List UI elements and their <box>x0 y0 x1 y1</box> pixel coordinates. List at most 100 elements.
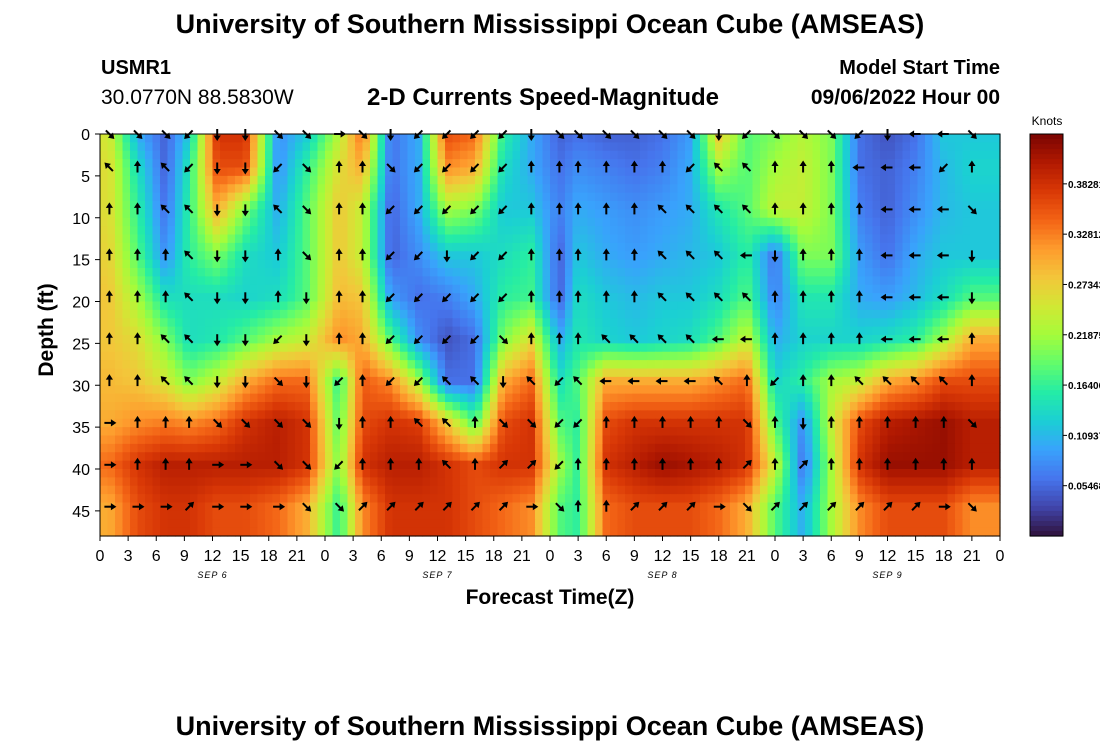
heatmap-cell <box>805 376 814 386</box>
heatmap-cell <box>970 209 979 219</box>
heatmap-cell <box>490 251 499 261</box>
heatmap-cell <box>227 284 236 294</box>
heatmap-cell <box>242 309 251 319</box>
heatmap-cell <box>347 192 356 202</box>
heatmap-cell <box>100 326 109 336</box>
heatmap-cell <box>295 393 304 403</box>
heatmap-cell <box>535 276 544 286</box>
heatmap-cell <box>842 393 851 403</box>
heatmap-cell <box>647 192 656 202</box>
heatmap-cell <box>422 309 431 319</box>
heatmap-cell <box>445 376 454 386</box>
heatmap-cell <box>857 385 866 395</box>
heatmap-cell <box>340 301 349 311</box>
heatmap-cell <box>295 167 304 177</box>
heatmap-cell <box>130 351 139 361</box>
heatmap-cell <box>580 234 589 244</box>
heatmap-cell <box>422 360 431 370</box>
heatmap-cell <box>182 393 191 403</box>
heatmap-cell <box>220 242 229 252</box>
heatmap-cell <box>250 351 259 361</box>
heatmap-cell <box>310 293 319 303</box>
heatmap-cell <box>902 452 911 462</box>
heatmap-cell <box>940 159 949 169</box>
heatmap-cell <box>422 418 431 428</box>
heatmap-cell <box>707 201 716 210</box>
heatmap-cell <box>670 192 679 202</box>
heatmap-cell <box>625 284 634 294</box>
heatmap-cell <box>962 134 971 143</box>
heatmap-cell <box>542 318 551 328</box>
heatmap-cell <box>955 284 964 294</box>
heatmap-cell <box>460 309 469 319</box>
heatmap-cell <box>115 167 124 177</box>
heatmap-cell <box>632 184 641 194</box>
heatmap-cell <box>272 259 281 269</box>
heatmap-cell <box>925 150 934 160</box>
heatmap-cell <box>985 134 994 143</box>
heatmap-cell <box>812 469 821 478</box>
heatmap-cell <box>775 385 784 395</box>
heatmap-cell <box>737 159 746 169</box>
heatmap-cell <box>647 209 656 219</box>
heatmap-cell <box>700 259 709 269</box>
heatmap-cell <box>520 150 529 160</box>
heatmap-cell <box>490 326 499 336</box>
heatmap-cell <box>415 142 424 152</box>
heatmap-cell <box>332 175 341 185</box>
heatmap-cell <box>512 410 521 420</box>
heatmap-cell <box>940 410 949 420</box>
heatmap-cell <box>182 259 191 269</box>
heatmap-cell <box>100 309 109 319</box>
heatmap-cell <box>887 460 896 470</box>
heatmap-cell <box>955 343 964 353</box>
heatmap-cell <box>265 276 274 286</box>
heatmap-cell <box>482 201 491 210</box>
heatmap-cell <box>977 268 986 277</box>
heatmap-cell <box>130 175 139 185</box>
heatmap-cell <box>130 284 139 294</box>
heatmap-cell <box>137 284 146 294</box>
heatmap-cell <box>745 427 754 437</box>
heatmap-cell <box>692 167 701 177</box>
heatmap-cell <box>385 209 394 219</box>
heatmap-cell <box>647 268 656 277</box>
heatmap-cell <box>400 234 409 244</box>
heatmap-cell <box>347 368 356 378</box>
heatmap-cell <box>557 469 566 478</box>
heatmap-cell <box>370 376 379 386</box>
heatmap-cell <box>850 251 859 261</box>
heatmap-cell <box>985 335 994 344</box>
heatmap-cell <box>827 410 836 420</box>
heatmap-cell <box>392 335 401 344</box>
heatmap-cell <box>782 393 791 403</box>
heatmap-cell <box>325 368 334 378</box>
heatmap-cell <box>175 393 184 403</box>
heatmap-cell <box>520 301 529 311</box>
heatmap-cell <box>722 385 731 395</box>
heatmap-cell <box>527 435 536 445</box>
heatmap-cell <box>700 443 709 453</box>
heatmap-cell <box>670 443 679 453</box>
heatmap-cell <box>250 402 259 411</box>
heatmap-cell <box>205 318 214 328</box>
heatmap-cell <box>482 268 491 277</box>
heatmap-cell <box>917 418 926 428</box>
heatmap-cell <box>737 460 746 470</box>
heatmap-cell <box>917 435 926 445</box>
heatmap-cell <box>887 201 896 210</box>
heatmap-cell <box>392 192 401 202</box>
heatmap-cell <box>602 284 611 294</box>
heatmap-cell <box>647 259 656 269</box>
heatmap-cell <box>737 443 746 453</box>
heatmap-cell <box>790 335 799 344</box>
heatmap-cell <box>542 284 551 294</box>
heatmap-cell <box>955 167 964 177</box>
heatmap-cell <box>377 276 386 286</box>
heatmap-cell <box>227 343 236 353</box>
heatmap-cell <box>992 343 1001 353</box>
heatmap-cell <box>205 343 214 353</box>
heatmap-cell <box>880 385 889 395</box>
heatmap-cell <box>355 142 364 152</box>
heatmap-cell <box>475 360 484 370</box>
